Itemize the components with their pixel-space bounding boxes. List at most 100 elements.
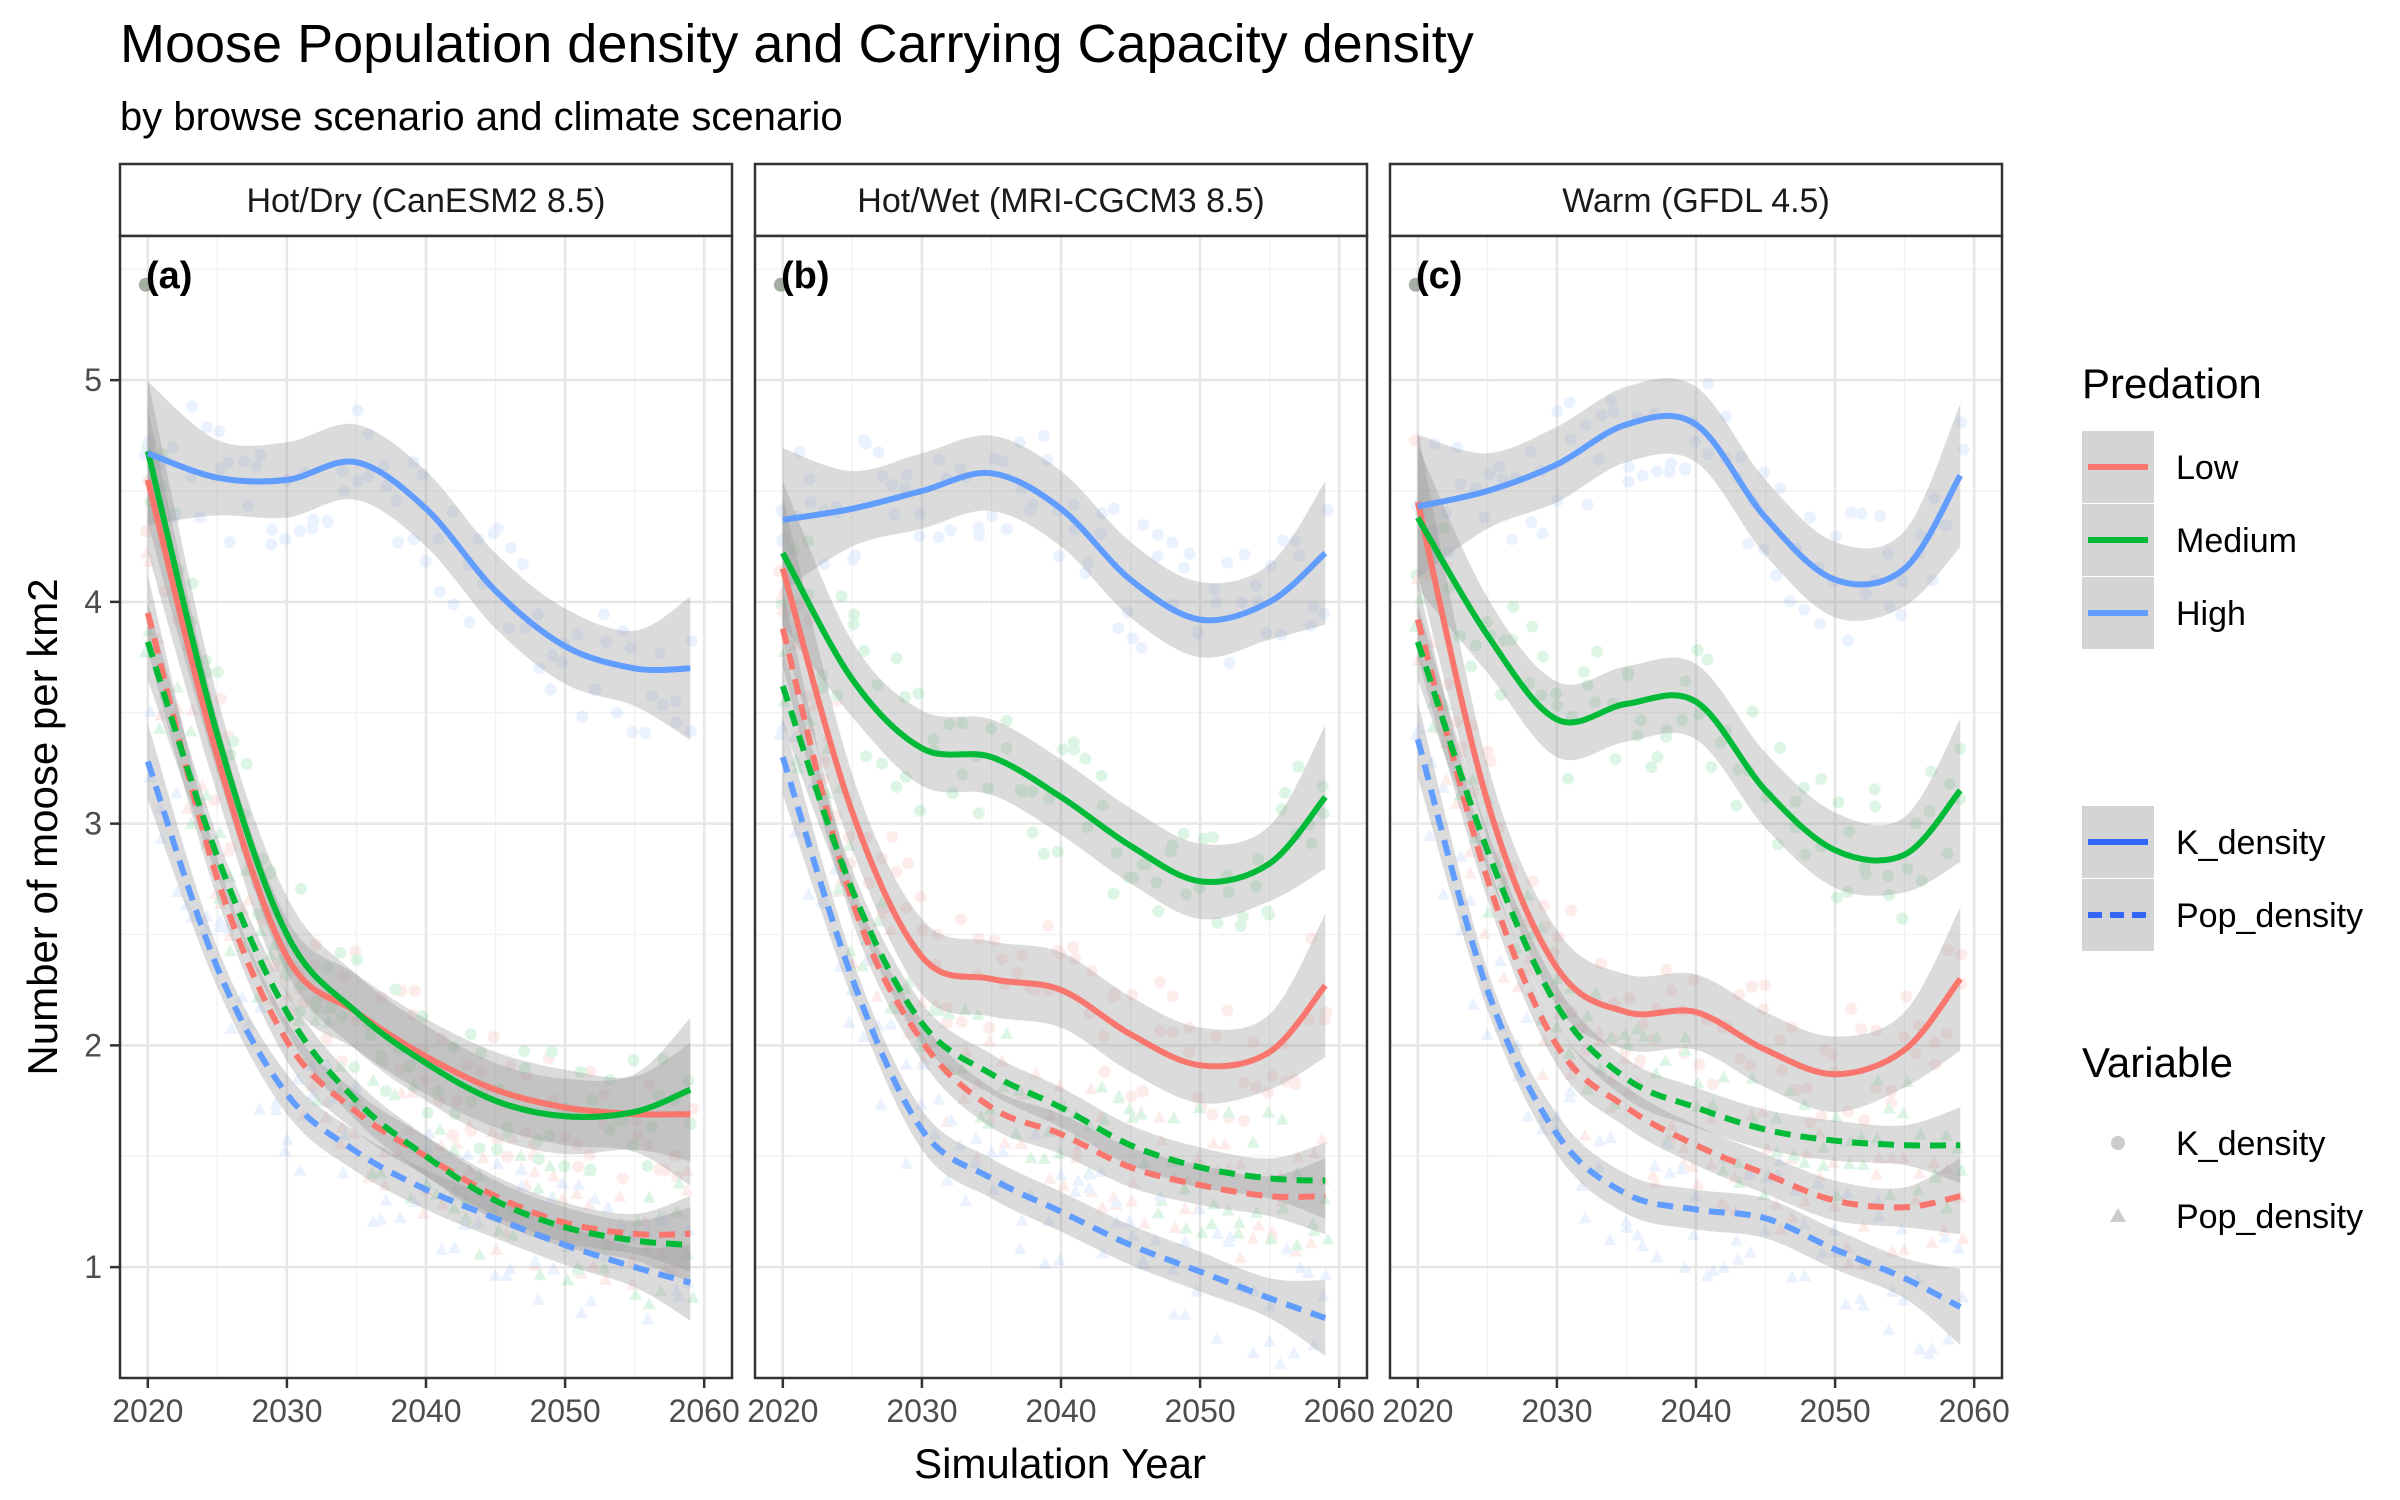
pop-density-point [1109, 1198, 1123, 1211]
k-density-point [222, 456, 235, 469]
k-density-point [641, 1160, 654, 1173]
k-density-point [872, 446, 885, 459]
k-density-point [306, 522, 319, 535]
pop-density-point [1466, 997, 1480, 1010]
k-density-point [776, 534, 789, 547]
k-density-point [685, 635, 698, 647]
pop-density-point [241, 1016, 255, 1029]
k-density-point [214, 462, 227, 475]
pop-density-point [1769, 1111, 1783, 1124]
x-tick-label: 2060 [1939, 1393, 2010, 1429]
pop-density-point [1913, 1342, 1927, 1355]
pop-density-point [1042, 1214, 1056, 1227]
pop-density-point [1650, 1250, 1664, 1263]
pop-density-point [929, 997, 943, 1010]
pop-density-point [292, 1014, 306, 1026]
pop-density-point [379, 1193, 393, 1206]
pop-density-point [601, 1200, 615, 1213]
pop-density-point [670, 1284, 684, 1297]
k-density-point [1746, 705, 1759, 718]
k-density-point [1210, 596, 1223, 609]
k-density-point [1506, 533, 1518, 546]
pop-density-point [1798, 1217, 1811, 1230]
pop-density-point [224, 1021, 238, 1034]
k-density-point [1732, 763, 1745, 776]
pop-density-point [1439, 773, 1453, 786]
pop-density-point [433, 1122, 447, 1135]
pop-density-point [1675, 1162, 1689, 1175]
k-density-point [600, 635, 613, 648]
pop-density-point [1914, 1127, 1927, 1140]
k-density-point [1221, 556, 1234, 569]
pop-density-point [142, 624, 156, 637]
pop-density-point [1897, 1293, 1911, 1306]
k-density-point [465, 1125, 478, 1137]
pop-density-point [1872, 1151, 1886, 1164]
pop-density-point [1082, 1181, 1096, 1194]
k-density-point [1770, 569, 1783, 582]
k-density-point [334, 946, 347, 959]
k-density-point [1798, 603, 1811, 616]
k-density-point [1275, 628, 1288, 641]
pop-density-point [1618, 1027, 1632, 1040]
k-density-point [1581, 498, 1594, 511]
k-density-point [1622, 666, 1634, 679]
pop-density-point [1127, 1175, 1141, 1188]
k-density-point [1293, 549, 1306, 562]
k-density-point [337, 971, 350, 983]
facet-strip-label: Hot/Wet (MRI-CGCM3 8.5) [857, 182, 1264, 220]
k-density-point [830, 689, 843, 702]
pop-density-point [1594, 1033, 1607, 1046]
pop-density-point [1732, 1175, 1746, 1188]
x-tick-label: 2060 [1304, 1393, 1375, 1429]
k-density-point [1451, 441, 1464, 454]
pop-density-point [388, 1088, 402, 1101]
k-density-point [1481, 745, 1494, 758]
k-density-point [264, 865, 277, 878]
pop-density-point [1897, 1151, 1911, 1164]
k-density-point [1535, 689, 1548, 702]
pop-density-point [1955, 1163, 1969, 1176]
k-density-point [542, 1052, 555, 1065]
k-density-point [1733, 988, 1745, 1001]
confidence-ribbon-high [782, 719, 1326, 1356]
pop-density-point [1800, 1146, 1814, 1159]
k-density-point [1237, 1076, 1250, 1089]
k-density-point [1637, 1018, 1650, 1031]
pop-density-point [613, 1189, 627, 1202]
k-density-point [793, 446, 806, 459]
pop-density-point [1913, 1166, 1927, 1179]
pop-density-point [1178, 1182, 1192, 1195]
pop-density-point [803, 713, 817, 726]
k-density-point [787, 543, 800, 556]
pop-density-point [1222, 1235, 1235, 1247]
pop-density-point [1083, 1165, 1096, 1178]
pop-density-point [543, 1159, 557, 1172]
k-density-point [1565, 1006, 1578, 1018]
k-density-point [1164, 845, 1177, 858]
k-density-point [464, 1095, 477, 1108]
pop-density-point [1232, 1216, 1246, 1229]
k-density-point [307, 513, 320, 526]
k-density-point [1804, 1116, 1817, 1129]
k-density-point [1177, 827, 1190, 840]
pop-density-point [239, 863, 253, 876]
k-density-point [1678, 1046, 1691, 1059]
pop-density-point [1718, 1199, 1732, 1212]
pop-density-point [884, 922, 898, 935]
x-tick-label: 2060 [669, 1393, 740, 1429]
k-density-point [1068, 743, 1081, 756]
pop-density-point [1798, 1156, 1811, 1168]
pop-density-point [998, 1136, 1012, 1149]
k-density-point [519, 622, 532, 635]
k-density-point [1026, 785, 1039, 798]
k-density-point [617, 625, 630, 638]
k-density-point [1634, 1054, 1647, 1067]
k-density-point [1278, 786, 1291, 799]
pop-density-point [1152, 1110, 1166, 1123]
pop-density-point [434, 1139, 448, 1151]
k-density-point [1195, 1100, 1208, 1113]
k-density-point [1222, 1111, 1235, 1124]
pop-density-point [571, 1263, 585, 1276]
facet-strip-label: Warm (GFDL 4.5) [1562, 182, 1830, 220]
